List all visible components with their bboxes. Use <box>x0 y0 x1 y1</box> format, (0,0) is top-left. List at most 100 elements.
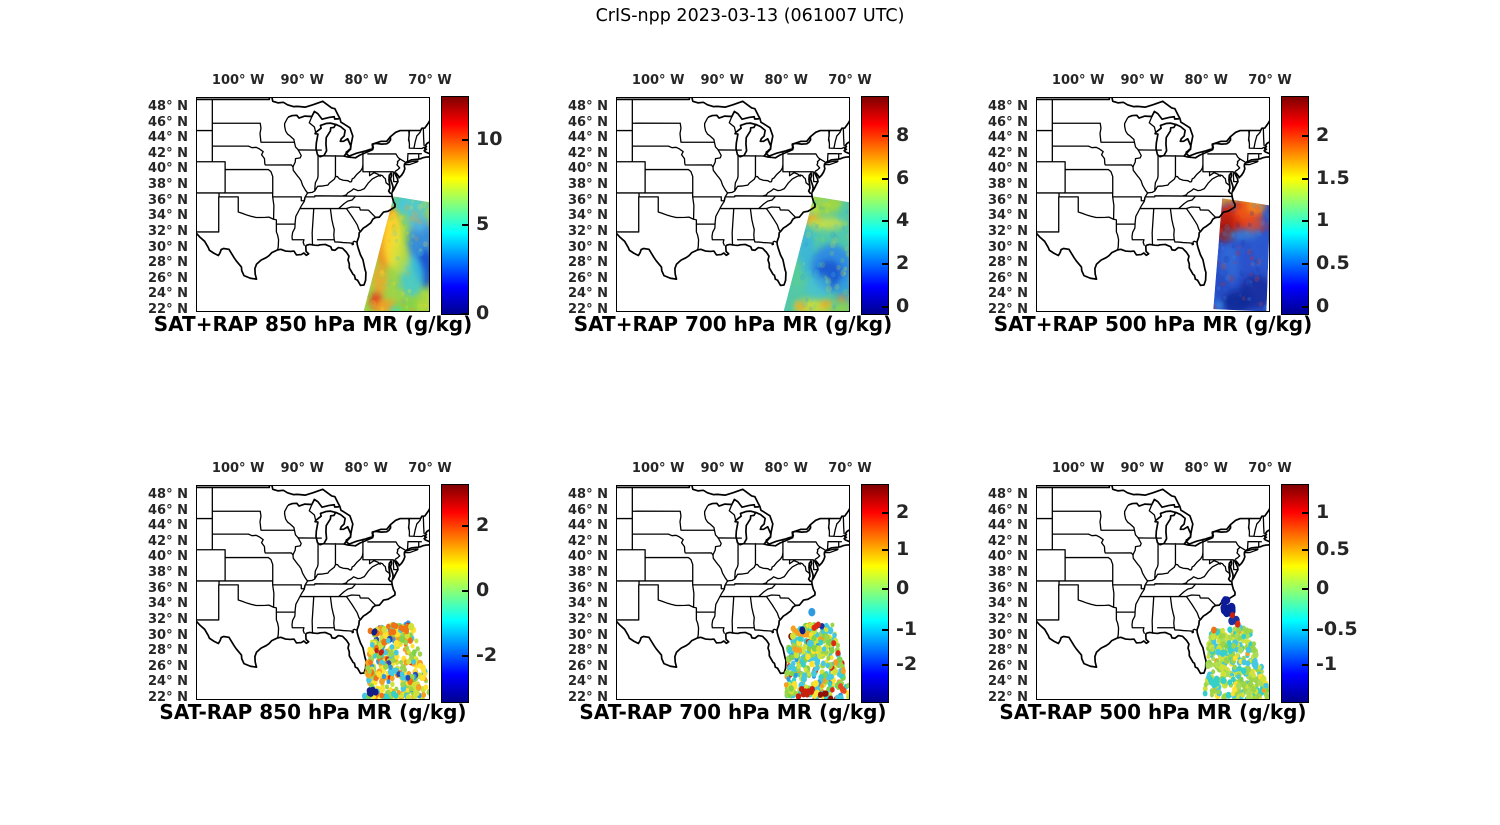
map-canvas <box>616 97 850 312</box>
lat-tick-label: 46° N <box>988 502 1028 518</box>
lon-tick-label: 70° W <box>408 73 452 88</box>
map <box>196 97 430 312</box>
lat-tick-label: 32° N <box>988 223 1028 239</box>
lon-axis: 100° W 90° W 80° W 70° W <box>1036 459 1292 479</box>
lon-tick-label: 70° W <box>408 461 452 476</box>
colorbar-tick-label: 2 <box>896 252 910 275</box>
lat-axis: 48° N 46° N 44° N 42° N 40° N 38° N 36° N 34° N… <box>538 97 608 317</box>
lon-tick-label: 80° W <box>1184 461 1228 476</box>
lat-tick-label: 46° N <box>568 114 608 130</box>
lat-tick-label: 22° N <box>568 301 608 317</box>
lat-tick-label: 48° N <box>148 487 188 503</box>
lat-tick-label: 28° N <box>148 255 188 271</box>
data-swath <box>1213 198 1270 312</box>
map-frame <box>1036 97 1270 312</box>
lat-tick-label: 42° N <box>988 145 1028 161</box>
lat-tick-label: 26° N <box>568 270 608 286</box>
lat-tick-label: 34° N <box>148 596 188 612</box>
colorbar-tick-label: 4 <box>896 208 910 231</box>
colorbar-tick <box>882 306 888 309</box>
colorbar <box>1281 96 1309 315</box>
colorbar-tick <box>882 178 888 181</box>
colorbar-tick <box>882 263 888 266</box>
colorbar-tick-label: 1.5 <box>1316 167 1350 190</box>
lon-tick-label: 80° W <box>344 73 388 88</box>
lat-tick-label: 32° N <box>988 611 1028 627</box>
lat-tick-label: 46° N <box>148 114 188 130</box>
lat-tick-label: 40° N <box>148 549 188 565</box>
panel-sat-minus-rap-500: 100° W 90° W 80° W 70° W 48° N 46° N 44° N 42°… <box>958 441 1438 746</box>
colorbar-tick <box>882 588 888 591</box>
map-canvas <box>196 97 430 312</box>
lat-tick-label: 36° N <box>148 192 188 208</box>
map-canvas <box>196 485 430 700</box>
colorbar <box>861 96 889 315</box>
colorbar-tick-label: -2 <box>896 653 918 676</box>
colorbar-tick-label: 2 <box>476 514 490 537</box>
lon-tick-label: 70° W <box>1248 461 1292 476</box>
lon-axis: 100° W 90° W 80° W 70° W <box>196 459 452 479</box>
colorbar-tick <box>462 590 468 593</box>
lon-tick-label: 90° W <box>280 73 324 88</box>
lat-tick-label: 48° N <box>988 487 1028 503</box>
lon-tick-label: 100° W <box>631 73 685 88</box>
lat-tick-label: 30° N <box>988 239 1028 255</box>
lon-tick-label: 90° W <box>700 73 744 88</box>
colorbar-tick-label: 1 <box>1316 208 1330 231</box>
lon-axis: 100° W 90° W 80° W 70° W <box>196 71 452 91</box>
colorbar-labels: 2 0 -2 <box>476 484 562 701</box>
lat-tick-label: 28° N <box>148 643 188 659</box>
colorbar-tick <box>462 525 468 528</box>
lat-tick-label: 24° N <box>148 674 188 690</box>
lat-tick-label: 34° N <box>568 596 608 612</box>
lat-tick-label: 48° N <box>568 99 608 115</box>
lat-tick-label: 24° N <box>988 674 1028 690</box>
colorbar-tick <box>882 664 888 667</box>
colorbar-tick <box>1302 664 1308 667</box>
lat-axis: 48° N 46° N 44° N 42° N 40° N 38° N 36° N 34° N… <box>118 485 188 705</box>
colorbar-tick-label: 0.5 <box>1316 538 1350 561</box>
lon-tick-label: 90° W <box>700 461 744 476</box>
colorbar-tick-label: -2 <box>476 644 498 667</box>
lon-tick-label: 100° W <box>1051 73 1105 88</box>
colorbar-tick-label: -1 <box>896 618 918 641</box>
panel-sat-plus-rap-850: 100° W 90° W 80° W 70° W 48° N 46° N 44° N 42°… <box>118 53 598 358</box>
colorbar-tick <box>1302 135 1308 138</box>
lat-tick-label: 38° N <box>568 565 608 581</box>
colorbar-tick <box>462 313 468 315</box>
lat-tick-label: 46° N <box>988 114 1028 130</box>
map <box>616 485 850 700</box>
lat-tick-label: 24° N <box>568 674 608 690</box>
lon-tick-label: 100° W <box>631 461 685 476</box>
lat-axis: 48° N 46° N 44° N 42° N 40° N 38° N 36° N 34° N… <box>958 97 1028 317</box>
scatter-dots <box>1202 596 1270 700</box>
lat-tick-label: 22° N <box>988 689 1028 705</box>
lat-tick-label: 46° N <box>568 502 608 518</box>
colorbar-labels: 1 0.5 0 -0.5 -1 <box>1316 484 1402 701</box>
lat-tick-label: 42° N <box>148 533 188 549</box>
colorbar-tick <box>462 139 468 142</box>
lon-axis: 100° W 90° W 80° W 70° W <box>616 71 872 91</box>
lat-tick-label: 22° N <box>148 689 188 705</box>
colorbar-tick-label: 1 <box>1316 501 1330 524</box>
panel-caption: SAT+RAP 700 hPa MR (g/kg) <box>573 312 893 336</box>
panel-sat-plus-rap-700: 100° W 90° W 80° W 70° W 48° N 46° N 44° N 42°… <box>538 53 1018 358</box>
lat-tick-label: 28° N <box>988 643 1028 659</box>
colorbar-tick <box>1302 549 1308 552</box>
colorbar-tick-label: 8 <box>896 124 910 147</box>
lat-tick-label: 26° N <box>568 658 608 674</box>
panel-caption: SAT-RAP 500 hPa MR (g/kg) <box>999 700 1307 724</box>
scatter-dots <box>783 607 850 700</box>
colorbar-tick <box>462 655 468 658</box>
lon-tick-label: 90° W <box>1120 73 1164 88</box>
lat-tick-label: 40° N <box>148 161 188 177</box>
lon-axis: 100° W 90° W 80° W 70° W <box>616 459 872 479</box>
colorbar-tick <box>1302 629 1308 632</box>
lat-tick-label: 26° N <box>988 270 1028 286</box>
lat-tick-label: 48° N <box>568 487 608 503</box>
lat-tick-label: 34° N <box>988 596 1028 612</box>
lat-tick-label: 26° N <box>148 270 188 286</box>
lat-tick-label: 30° N <box>568 239 608 255</box>
colorbar-tick <box>1302 306 1308 309</box>
lat-tick-label: 38° N <box>988 565 1028 581</box>
